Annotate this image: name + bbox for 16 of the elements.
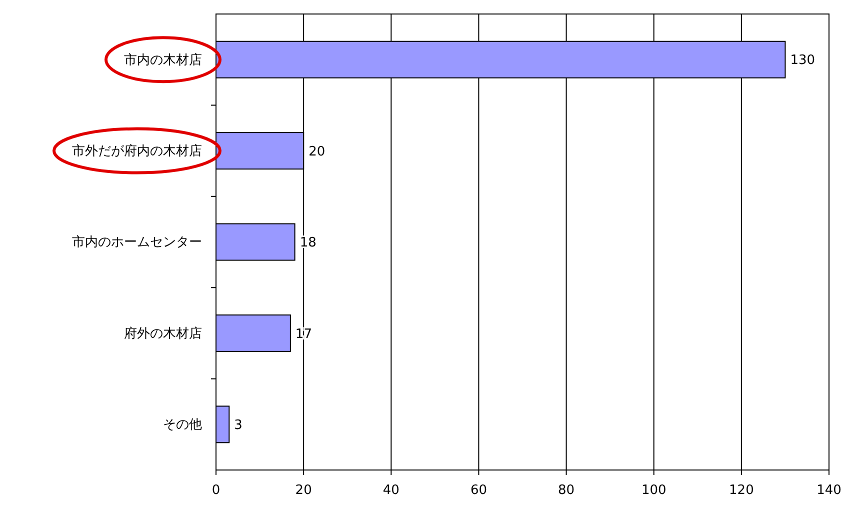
x-tick-label: 60 <box>470 483 487 498</box>
y-tick-label: 市内の木材店 <box>124 52 202 68</box>
x-tick-label: 80 <box>558 483 575 498</box>
y-tick-label: 市内のホームセンター <box>72 235 202 250</box>
x-tick-label: 20 <box>295 483 312 498</box>
x-tick-label: 100 <box>641 483 666 498</box>
x-tick-label: 140 <box>816 483 842 498</box>
x-tick-label: 40 <box>382 483 400 498</box>
y-tick-label: 府外の木材店 <box>124 325 202 342</box>
data-label: 130 <box>790 53 816 68</box>
y-tick-label: その他 <box>163 418 202 433</box>
y-tick-label: 市外だが府内の木材店 <box>72 142 202 159</box>
x-tick-label: 0 <box>212 483 220 498</box>
x-tick-label: 120 <box>729 483 754 498</box>
data-label: 20 <box>308 144 326 160</box>
data-label: 3 <box>234 418 242 433</box>
